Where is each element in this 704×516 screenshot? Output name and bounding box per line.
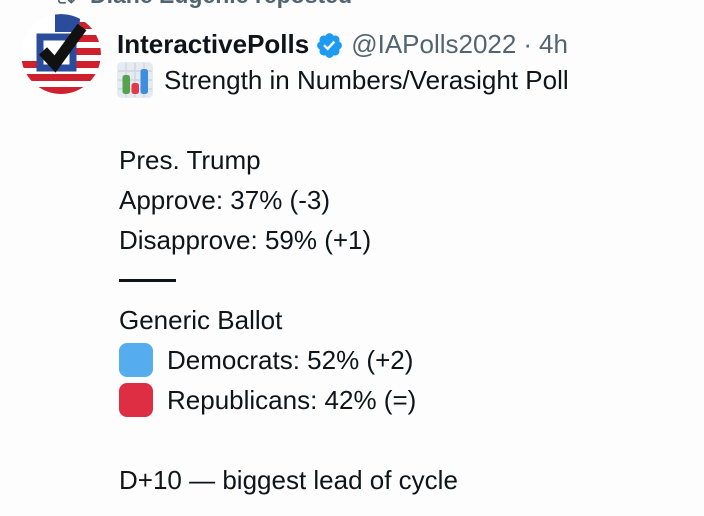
disapprove-line: Disapprove: 59% (+1) — [119, 225, 372, 255]
ballot-flag-logo — [21, 14, 101, 94]
avatar[interactable] — [21, 14, 101, 94]
user-handle[interactable]: @IAPolls2022 — [351, 28, 517, 59]
repost-banner-text[interactable]: Diane Eugenie reposted — [90, 0, 352, 9]
repost-icon — [57, 0, 75, 4]
divider-line — [119, 278, 176, 282]
separator-dot: · — [523, 28, 533, 59]
approve-line: Approve: 37% (-3) — [119, 185, 330, 215]
divider-row — [119, 260, 458, 300]
blue-square-emoji — [119, 343, 153, 377]
blank-line — [119, 420, 458, 460]
summary-line: D+10 — biggest lead of cycle — [119, 465, 458, 495]
timestamp[interactable]: 4h — [539, 28, 568, 59]
ballot-heading: Generic Ballot — [119, 305, 283, 335]
verified-badge-icon — [317, 32, 343, 58]
tweet-body: Pres. Trump Approve: 37% (-3) Disapprove… — [119, 140, 458, 500]
democrats-line: Democrats: 52% (+2) — [167, 345, 414, 375]
display-name[interactable]: InteractivePolls — [117, 28, 310, 59]
bar-chart-emoji — [117, 62, 153, 98]
tweet-header-row: InteractivePolls @IAPolls2022 · 4h — [117, 26, 568, 62]
republicans-row: Republicans: 42% (=) — [119, 380, 458, 420]
red-square-emoji — [119, 383, 153, 417]
republicans-line: Republicans: 42% (=) — [167, 385, 417, 415]
poll-title: Strength in Numbers/Verasight Poll — [164, 64, 569, 95]
poll-title-row: Strength in Numbers/Verasight Poll — [117, 60, 569, 100]
poll-subject: Pres. Trump — [119, 145, 261, 175]
democrats-row: Democrats: 52% (+2) — [119, 340, 458, 380]
